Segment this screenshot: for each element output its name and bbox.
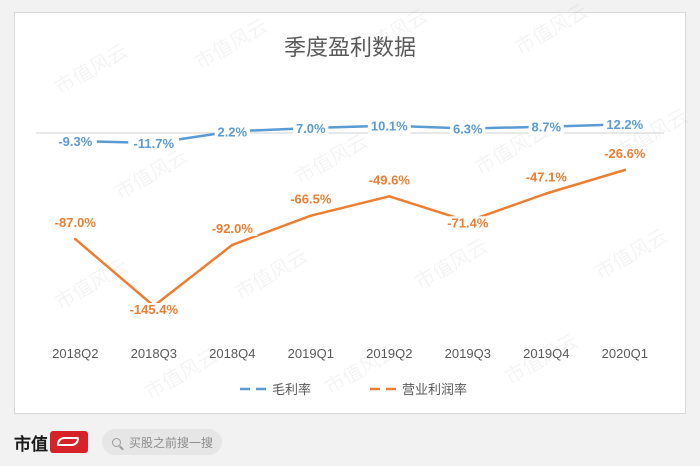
watermark-text: 市值风云 xyxy=(511,0,592,59)
data-label-bg xyxy=(293,122,329,136)
data-label-bg xyxy=(520,170,572,185)
data-label-bg xyxy=(442,216,494,231)
x-tick-label: 2019Q1 xyxy=(288,346,334,361)
data-point xyxy=(388,195,391,198)
data-label: -49.6% xyxy=(369,172,411,187)
data-label: 10.1% xyxy=(371,119,408,134)
data-label: 8.7% xyxy=(531,120,561,135)
data-label: -9.3% xyxy=(58,134,92,149)
data-label: -92.0% xyxy=(212,221,254,236)
data-label-bg xyxy=(528,120,564,135)
data-label-bg xyxy=(285,192,337,207)
watermark-text: 市值风云 xyxy=(231,244,312,305)
chart-card xyxy=(14,12,686,414)
data-label: -87.0% xyxy=(55,215,97,230)
data-label: -66.5% xyxy=(290,192,332,207)
data-label-layer: -9.3% -11.7% 2.2% 7.0% 10.1% 6.3% 8.7% 12.2% -87… xyxy=(49,117,651,317)
data-label-bg xyxy=(206,221,258,236)
data-label-bg xyxy=(49,216,101,231)
x-tick-layer: 2018Q2 2018Q3 2018Q4 2019Q1 2019Q2 2019Q3 2019… xyxy=(52,346,648,361)
series-line-operating-margin xyxy=(74,168,627,308)
watermark-text: 市值风云 xyxy=(191,14,272,75)
data-label-bg xyxy=(367,119,411,134)
data-label-bg xyxy=(53,135,97,149)
watermark-text: 市值风云 xyxy=(51,254,132,315)
data-label-bg xyxy=(363,173,415,188)
data-label: 7.0% xyxy=(296,121,326,136)
data-label-bg xyxy=(124,303,184,317)
data-point xyxy=(545,192,548,195)
x-tick-label: 2019Q3 xyxy=(445,346,491,361)
data-label: 2.2% xyxy=(217,124,247,139)
data-label-bg xyxy=(603,118,647,133)
data-point xyxy=(309,214,312,217)
watermark-text: 市值风云 xyxy=(291,129,372,190)
data-point xyxy=(74,237,77,241)
data-label-bg xyxy=(128,137,180,152)
footer-bar: 市值 买股之前搜一搜 xyxy=(0,418,700,466)
data-label: 12.2% xyxy=(606,117,643,132)
chart-title: 季度盈利数据 xyxy=(284,36,416,61)
data-label: -145.4% xyxy=(130,302,179,317)
search-icon xyxy=(112,437,121,447)
x-tick-label: 2019Q4 xyxy=(523,346,569,361)
watermark-text: 市值风云 xyxy=(591,224,672,285)
x-tick-label: 2018Q4 xyxy=(209,346,255,361)
data-label: -11.7% xyxy=(134,136,175,151)
data-label-bg xyxy=(214,125,250,140)
data-label: -26.6% xyxy=(604,146,646,161)
brand-logo-icon xyxy=(50,431,88,453)
x-tick-label: 2018Q2 xyxy=(52,346,98,361)
watermark-text: 市值风云 xyxy=(411,234,492,295)
x-tick-label: 2018Q3 xyxy=(131,346,177,361)
legend: 毛利率 营业利润率 xyxy=(240,382,467,398)
data-label: -47.1% xyxy=(526,170,568,185)
search-box[interactable]: 买股之前搜一搜 xyxy=(102,429,222,455)
x-tick-label: 2019Q2 xyxy=(366,346,412,361)
watermark-text: 市值风云 xyxy=(51,39,132,100)
data-label-bg xyxy=(599,147,651,161)
legend-label: 营业利润率 xyxy=(402,382,467,398)
brand-logo-text: 市值 xyxy=(14,434,48,455)
data-label-bg xyxy=(450,122,486,137)
x-tick-label: 2020Q1 xyxy=(602,346,648,361)
data-label: -71.4% xyxy=(447,215,489,230)
data-point xyxy=(231,243,234,247)
data-point xyxy=(623,168,626,172)
watermark-text: 市值风云 xyxy=(111,144,192,205)
search-placeholder: 买股之前搜一搜 xyxy=(129,435,214,450)
data-label: 6.3% xyxy=(453,122,483,137)
legend-label: 毛利率 xyxy=(272,382,311,398)
brand-logo[interactable]: 市值 xyxy=(14,430,88,455)
